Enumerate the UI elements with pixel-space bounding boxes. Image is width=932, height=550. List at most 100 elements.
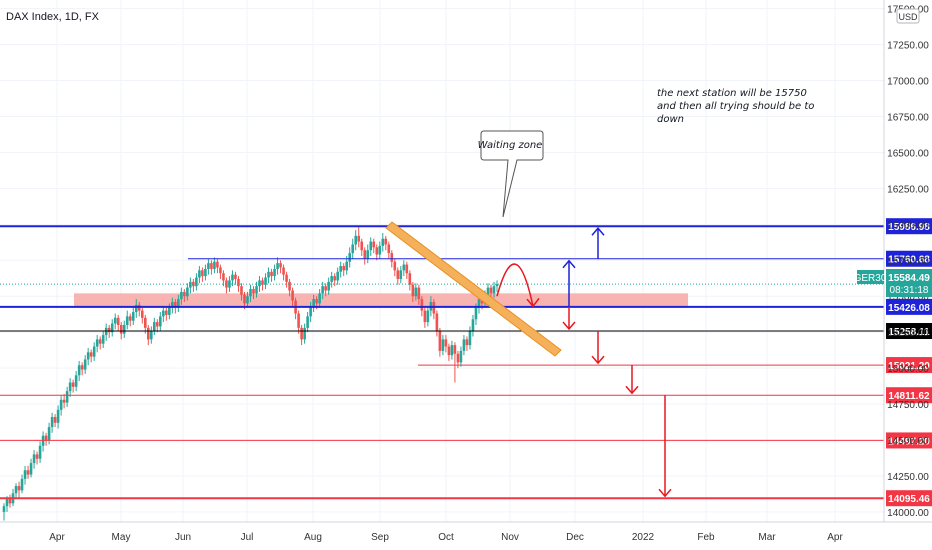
candle-body <box>44 435 48 441</box>
candle-body <box>186 287 189 297</box>
candle-body <box>447 346 451 356</box>
price-level-label: 14095.46 <box>888 494 930 505</box>
candle-body <box>264 277 267 285</box>
candle-body <box>143 317 147 328</box>
y-tick-label: 15250.00 <box>887 328 929 339</box>
candle-body <box>159 316 162 327</box>
candle-body <box>89 352 93 357</box>
candle-body <box>86 352 90 360</box>
arrow-up-2-head <box>562 259 576 269</box>
price-levels: 15986.98 15760.68 15426.08 15258.11 15021.20… <box>0 218 932 507</box>
price-level-label: 15760.68 <box>888 255 930 266</box>
candle-body <box>372 241 376 248</box>
candle-body <box>198 270 201 278</box>
candle-body <box>276 263 279 269</box>
candle-body <box>222 273 225 281</box>
arrow-up-1-head <box>591 227 605 236</box>
candle-body <box>53 417 57 423</box>
candle-body <box>315 299 318 304</box>
candle-body <box>351 244 355 254</box>
arrow-down-3-head <box>625 385 639 395</box>
candle-body <box>435 313 439 331</box>
price-level-label: 15258.11 <box>888 327 930 338</box>
price-level-tag <box>886 250 932 267</box>
candle-body <box>405 264 409 274</box>
candle-body <box>267 271 270 278</box>
candle-body <box>62 399 66 403</box>
candle-body <box>366 250 370 259</box>
candle-body <box>128 316 132 321</box>
candle-body <box>174 301 177 308</box>
candle-body <box>462 339 466 351</box>
candle-body <box>125 316 129 325</box>
candle-body <box>8 498 12 504</box>
candle-body <box>156 322 159 327</box>
candle-body <box>153 322 156 331</box>
y-tick-label: 16000.00 <box>887 220 929 231</box>
candle-body <box>378 245 382 255</box>
candle-body <box>35 454 39 459</box>
y-tick-label: 16500.00 <box>887 148 929 159</box>
candle-body <box>354 235 358 245</box>
candle-body <box>324 286 327 291</box>
candle-body <box>168 307 171 315</box>
arrow-down-4-head <box>658 488 672 498</box>
candle-body <box>318 293 321 304</box>
candle-body <box>177 299 180 308</box>
candle-body <box>441 339 445 351</box>
candle-body <box>402 264 406 271</box>
candle-body <box>149 330 153 340</box>
candle-body <box>246 296 249 304</box>
candle-body <box>26 470 30 475</box>
candle-body <box>47 427 51 441</box>
annotations <box>385 221 672 498</box>
candle-body <box>465 339 469 346</box>
candle-body <box>255 286 258 294</box>
arc-arrow-head <box>526 297 540 308</box>
candle-body <box>456 353 460 363</box>
currency-badge[interactable]: USD <box>896 8 920 24</box>
x-tick-label: Apr <box>827 532 843 543</box>
candle-body <box>291 290 294 301</box>
arrow-down-2-head <box>591 355 605 365</box>
candle-body <box>92 346 96 357</box>
trendline-channel <box>385 221 562 357</box>
candle-body <box>471 319 475 331</box>
candle-body <box>231 274 234 281</box>
candle-body <box>98 339 102 344</box>
candle-body <box>192 281 195 287</box>
x-tick-label: Mar <box>758 532 776 543</box>
candle-body <box>453 345 457 354</box>
candle-body <box>303 327 306 340</box>
current-price-tag: GER30 15584.49 08:31:18 <box>854 269 932 297</box>
candle-body <box>426 310 430 323</box>
arc-arrow <box>496 263 534 307</box>
candle-body <box>146 327 150 340</box>
candle-body <box>438 330 442 351</box>
price-level-label: 14811.62 <box>888 391 930 402</box>
x-tick-label: Oct <box>438 532 454 543</box>
candle-body <box>131 312 135 321</box>
candle-body <box>279 263 282 268</box>
candle-body <box>237 278 240 287</box>
candle-body <box>375 247 379 255</box>
x-tick-label: Jul <box>241 532 254 543</box>
candle-body <box>252 289 255 294</box>
price-axis: 14000.00 14250.00 14500.00 14750.00 15000.00… <box>883 0 929 522</box>
candle-body <box>312 299 315 307</box>
candle-body <box>234 274 237 279</box>
candle-body <box>339 266 342 272</box>
candle-body <box>119 324 123 334</box>
candle-body <box>116 317 120 325</box>
candle-body <box>396 270 400 279</box>
note-line-1: the next station will be 15750 <box>657 88 807 99</box>
candle-body <box>417 287 421 300</box>
price-level-label: 15986.98 <box>888 222 930 233</box>
candle-body <box>336 271 339 281</box>
price-level-label: 14497.20 <box>888 436 930 447</box>
candle-body <box>56 409 60 423</box>
price-level-label: 15021.20 <box>888 361 930 372</box>
candle-body <box>330 276 333 282</box>
